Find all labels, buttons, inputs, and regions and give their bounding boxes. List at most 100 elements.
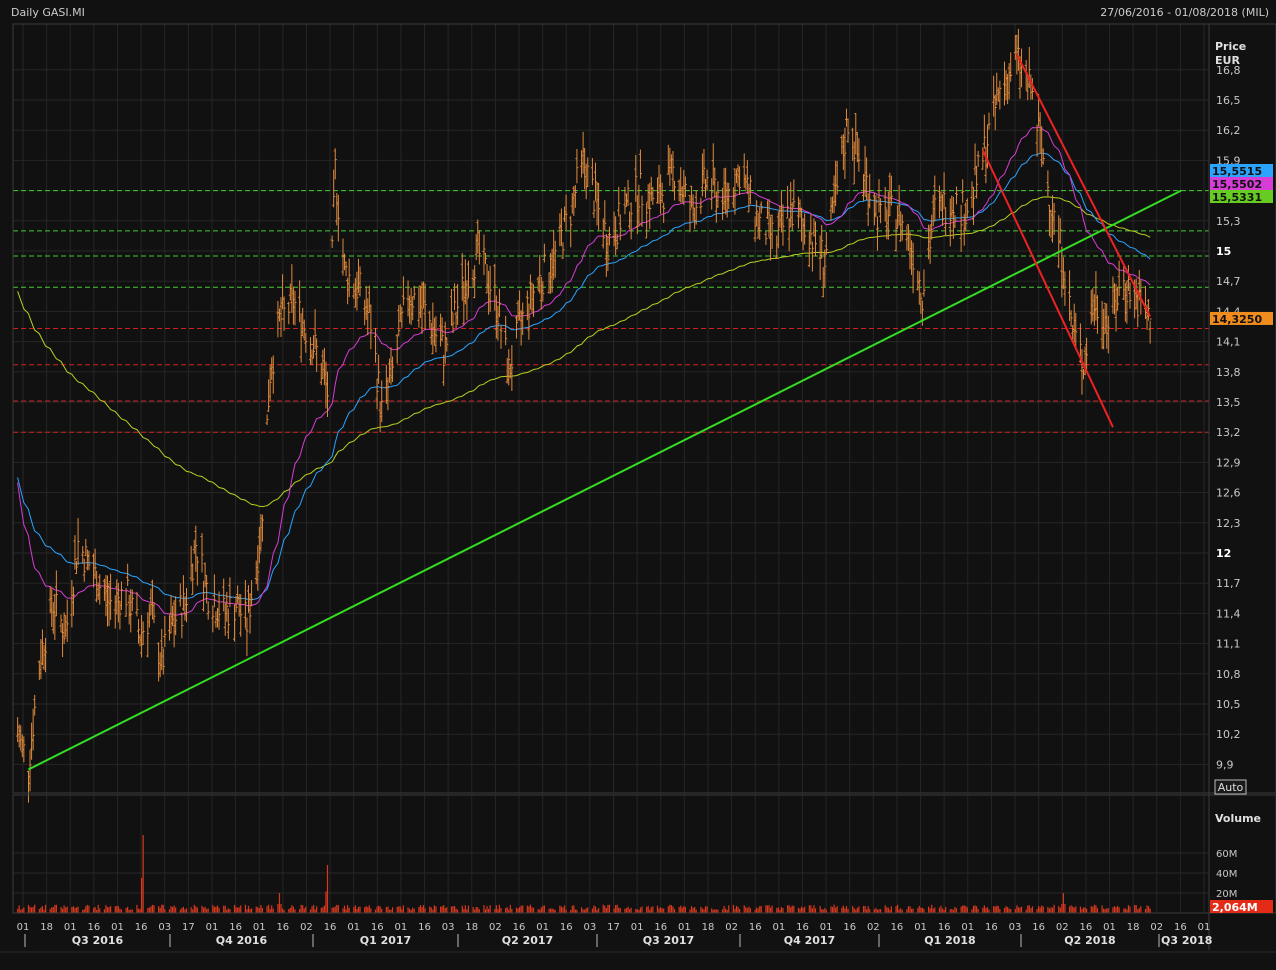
price-tick-label: 10,2 xyxy=(1216,728,1241,741)
price-tick-label: 12,9 xyxy=(1216,456,1241,469)
ma-long-line xyxy=(17,196,1151,508)
day-tick-label: 16 xyxy=(749,922,762,933)
day-tick-label: 01 xyxy=(111,922,124,933)
ma-value-tag-bg xyxy=(1210,164,1273,177)
ma-value-tag: 15,5502 xyxy=(1210,177,1273,191)
day-tick-label: 16 xyxy=(796,922,809,933)
price-tick-label: 15,3 xyxy=(1216,215,1241,228)
day-tick-label: 16 xyxy=(891,922,904,933)
day-tick-label: 01 xyxy=(536,922,549,933)
day-tick-label: 01 xyxy=(347,922,360,933)
panel-frames xyxy=(0,23,1276,953)
quarter-label: Q3 2018 xyxy=(1161,934,1212,947)
price-bars xyxy=(16,28,1152,803)
day-tick-label: 16 xyxy=(324,922,337,933)
quarter-label: Q1 2018 xyxy=(924,934,975,947)
price-tick-label: 9,9 xyxy=(1216,758,1234,771)
day-tick-label: 16 xyxy=(135,922,148,933)
price-tick-label: 11,4 xyxy=(1216,607,1241,620)
day-tick-label: 01 xyxy=(772,922,785,933)
day-tick-label: 16 xyxy=(418,922,431,933)
last-volume-tag: 2,064M xyxy=(1210,900,1273,914)
price-panel-frame xyxy=(12,23,1276,794)
day-tick-label: 16 xyxy=(1032,922,1045,933)
day-tick-label: 16 xyxy=(229,922,242,933)
quarter-label: Q2 2017 xyxy=(502,934,553,947)
ma-value-tag: 15,5331 xyxy=(1210,190,1273,204)
day-tick-label: 03 xyxy=(1009,922,1022,933)
day-tick-label: 03 xyxy=(158,922,171,933)
auto-button-label: Auto xyxy=(1218,781,1244,794)
day-tick-label: 02 xyxy=(489,922,502,933)
day-tick-label: 01 xyxy=(17,922,30,933)
day-tick-label: 02 xyxy=(867,922,880,933)
day-tick-label: 02 xyxy=(300,922,313,933)
chart-title: Daily GASI.MI xyxy=(11,6,85,19)
trendline-channel-upper xyxy=(1016,54,1152,317)
day-tick-label: 18 xyxy=(702,922,715,933)
quarter-label: Q3 2016 xyxy=(72,934,124,947)
day-tick-label: 01 xyxy=(64,922,77,933)
price-tick-label: 12 xyxy=(1216,547,1231,560)
price-tick-label: 15 xyxy=(1216,245,1231,258)
day-tick-label: 02 xyxy=(1150,922,1163,933)
day-tick-label: 01 xyxy=(206,922,219,933)
last-volume-tag-text: 2,064M xyxy=(1212,901,1258,914)
auto-button[interactable]: Auto xyxy=(1214,779,1247,795)
day-tick-label: 01 xyxy=(914,922,927,933)
day-tick-label: 01 xyxy=(253,922,266,933)
price-tick-label: 11,1 xyxy=(1216,638,1241,651)
day-tick-label: 16 xyxy=(938,922,951,933)
price-axis[interactable]: 9,9 10,2 10,5 10,8 11,1 11,4 11,7 12 12,3 12,6 12,… xyxy=(1210,64,1273,914)
ma-value-tag-text: 15,5502 xyxy=(1212,178,1262,191)
ma-value-tag-bg xyxy=(1210,177,1273,190)
reference-levels xyxy=(13,190,1209,433)
price-tick-label: 16,5 xyxy=(1216,94,1241,107)
ma-value-tag-bg xyxy=(1210,190,1273,203)
day-tick-label: 01 xyxy=(678,922,691,933)
moving-averages xyxy=(17,126,1151,616)
last-volume-tag-bg xyxy=(1210,900,1273,913)
time-axis[interactable]: 01 18 01 16 01 16 03 17 01 16 01 16 02 16 01 16 01 16 03 18… xyxy=(17,922,1213,947)
price-axis-unit: EUR xyxy=(1215,54,1240,67)
last-price-tag-text: 14,3250 xyxy=(1212,313,1262,326)
day-tick-label: 16 xyxy=(371,922,384,933)
quarter-label: Q3 2017 xyxy=(643,934,694,947)
day-tick-label: 01 xyxy=(1198,922,1211,933)
day-tick-label: 18 xyxy=(465,922,478,933)
ma-value-tag-text: 15,5331 xyxy=(1212,191,1262,204)
day-tick-label: 01 xyxy=(631,922,644,933)
trendline-uptrend xyxy=(28,189,1182,771)
ma-mid-line xyxy=(17,152,1151,601)
date-range: 27/06/2016 - 01/08/2018 (MIL) xyxy=(1100,6,1269,19)
quarter-label: Q2 2018 xyxy=(1064,934,1115,947)
price-tick-label: 13,5 xyxy=(1216,396,1241,409)
price-tick-label: 14,1 xyxy=(1216,336,1241,349)
ma-value-tag-text: 15,5515 xyxy=(1212,165,1262,178)
volume-axis: 20M 40M 60M xyxy=(1216,849,1237,900)
day-tick-label: 01 xyxy=(1103,922,1116,933)
day-tick-label: 03 xyxy=(584,922,597,933)
price-axis-title: Price xyxy=(1215,40,1246,53)
volume-panel-frame xyxy=(12,794,1276,914)
day-tick-label: 16 xyxy=(654,922,667,933)
day-tick-label: 17 xyxy=(607,922,620,933)
price-tick-label: 12,6 xyxy=(1216,487,1241,500)
volume-tick-label: 20M xyxy=(1216,889,1237,900)
price-tick-label: 11,7 xyxy=(1216,577,1241,590)
day-tick-label: 16 xyxy=(560,922,573,933)
last-price-tag: 14,3250 xyxy=(1210,311,1273,326)
price-tick-label: 16,8 xyxy=(1216,64,1241,77)
day-tick-label: 01 xyxy=(820,922,833,933)
day-tick-label: 16 xyxy=(843,922,856,933)
day-tick-label: 16 xyxy=(1080,922,1093,933)
day-tick-label: 17 xyxy=(182,922,195,933)
trendlines xyxy=(28,54,1182,771)
ma-short-line xyxy=(17,126,1151,616)
day-tick-label: 18 xyxy=(40,922,53,933)
day-tick-label: 02 xyxy=(1056,922,1069,933)
day-tick-label: 16 xyxy=(513,922,526,933)
day-tick-label: 16 xyxy=(87,922,100,933)
